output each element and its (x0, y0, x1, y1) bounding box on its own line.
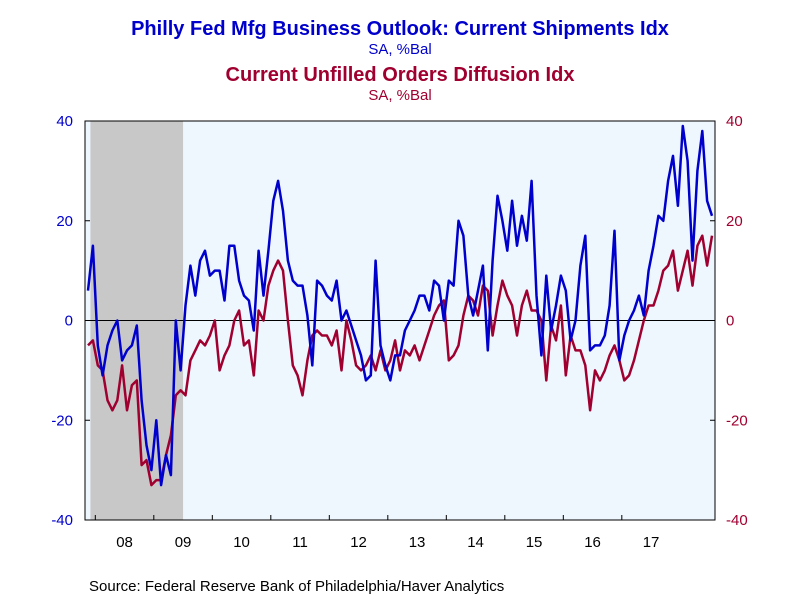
left-axis-tick-label: 20 (56, 213, 73, 230)
x-axis-tick-label: 11 (292, 534, 308, 551)
x-axis-tick-label: 16 (584, 534, 601, 551)
chart-subtitle: SA, %Bal (368, 41, 432, 58)
x-axis-tick-label: 17 (643, 534, 660, 551)
x-axis-tick-label: 14 (467, 534, 484, 551)
right-axis-tick-label: 20 (726, 213, 743, 230)
left-axis-tick-label: -20 (51, 412, 73, 429)
chart-title-secondary: Current Unfilled Orders Diffusion Idx (225, 64, 575, 86)
x-axis-tick-label: 13 (409, 534, 426, 551)
left-axis-tick-label: 40 (56, 113, 73, 130)
x-axis-tick-label: 15 (526, 534, 543, 551)
right-axis-tick-label: 40 (726, 113, 743, 130)
right-axis-tick-label: -40 (726, 512, 748, 529)
x-axis-tick-label: 12 (350, 534, 367, 551)
left-axis-tick-label: -40 (51, 512, 73, 529)
chart-title: Philly Fed Mfg Business Outlook: Current… (131, 18, 669, 40)
right-axis-tick-label: -20 (726, 412, 748, 429)
source-note: Source: Federal Reserve Bank of Philadel… (89, 578, 505, 595)
x-axis-tick-label: 09 (175, 534, 192, 551)
left-axis-tick-label: 0 (65, 313, 73, 330)
x-axis-tick-label: 10 (233, 534, 250, 551)
chart-subtitle-secondary: SA, %Bal (368, 87, 432, 104)
unfilled-orders-series-line (87, 234, 714, 487)
right-axis-tick-label: 0 (726, 313, 734, 330)
shipments-series-line (86, 124, 714, 487)
x-axis-tick-label: 08 (116, 534, 133, 551)
